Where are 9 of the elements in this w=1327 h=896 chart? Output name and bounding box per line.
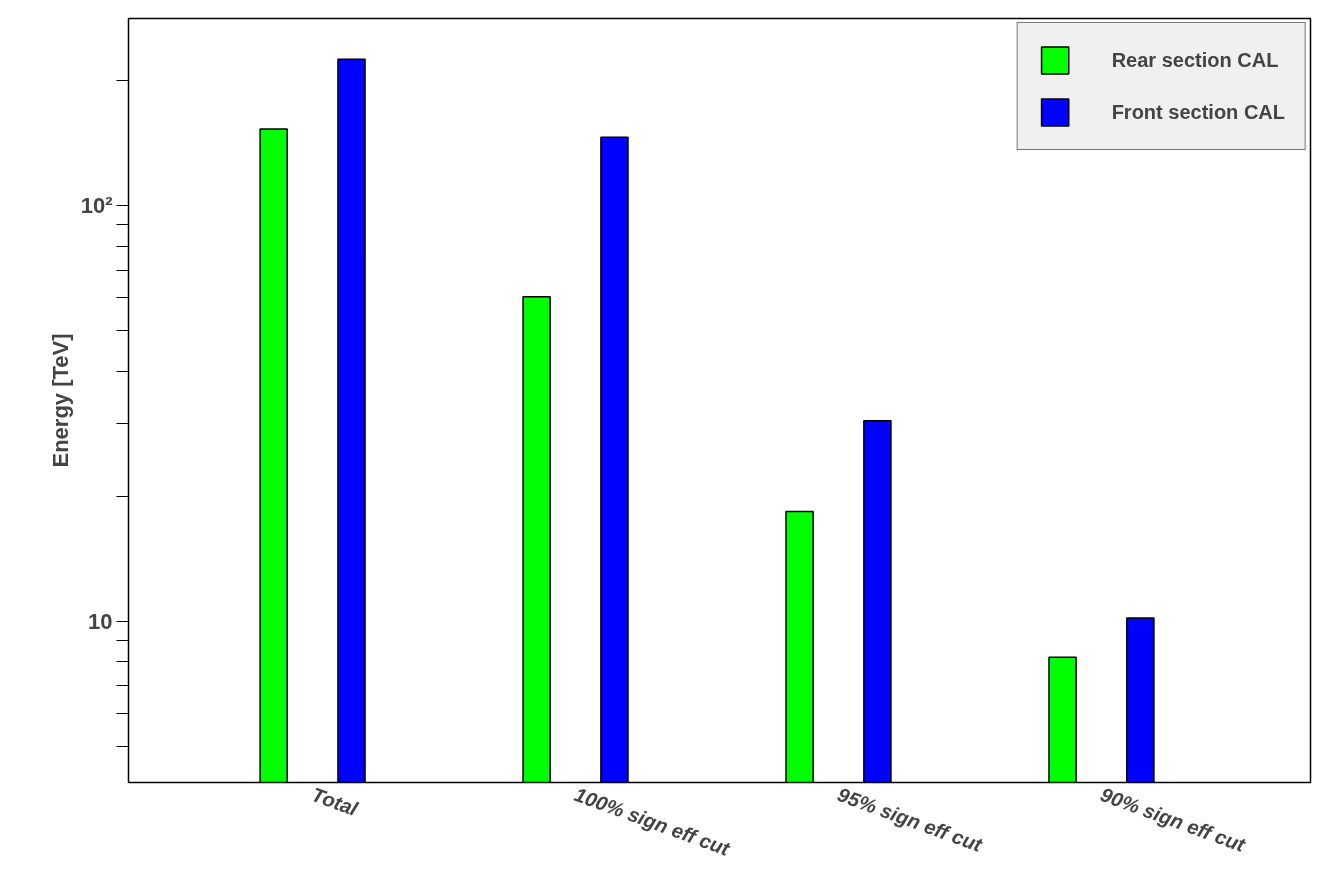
x-tick-label: 95% sign eff cut bbox=[834, 783, 987, 857]
y-tick-label: 10 bbox=[88, 609, 113, 634]
x-tick-label: Total bbox=[308, 783, 361, 821]
y-tick-label: 10² bbox=[80, 193, 113, 219]
legend-label: Rear section CAL bbox=[1111, 48, 1279, 72]
x-tick-label: 90% sign eff cut bbox=[1097, 783, 1250, 857]
legend-label: Front section CAL bbox=[1111, 100, 1285, 124]
x-tick-label: 100% sign eff cut bbox=[571, 783, 734, 861]
y-axis-title: Energy [TeV] bbox=[47, 333, 73, 468]
